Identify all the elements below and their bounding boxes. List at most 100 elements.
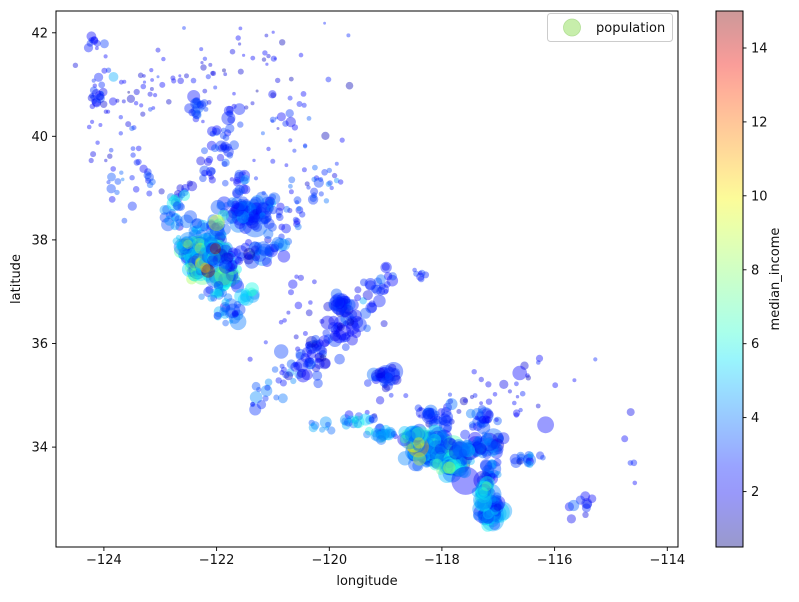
data-point <box>181 261 198 278</box>
data-point <box>250 401 255 407</box>
data-point <box>190 77 197 84</box>
colorbar-tick-label: 10 <box>751 189 768 204</box>
data-point <box>199 261 208 270</box>
data-point <box>436 444 448 456</box>
data-point <box>99 39 109 49</box>
data-point <box>425 430 437 441</box>
data-point <box>520 361 529 370</box>
data-point <box>373 294 386 308</box>
data-point <box>422 440 433 451</box>
data-point <box>191 235 205 249</box>
data-point <box>330 294 343 308</box>
data-point <box>250 205 262 216</box>
data-point <box>349 309 362 323</box>
data-point <box>220 252 233 265</box>
data-point <box>320 358 331 369</box>
y-axis-label: latitude <box>9 254 24 304</box>
data-point-yucca-valley-large <box>537 416 554 434</box>
data-point <box>203 251 213 262</box>
data-point <box>436 466 445 475</box>
data-point <box>229 276 243 290</box>
data-point <box>270 92 277 98</box>
data-point <box>458 467 469 478</box>
data-point <box>484 510 492 518</box>
data-point <box>427 437 443 452</box>
data-point <box>346 329 355 337</box>
data-point <box>214 264 227 277</box>
data-point <box>445 443 455 453</box>
data-point <box>425 438 441 453</box>
data-point <box>430 416 438 424</box>
data-point <box>224 129 232 137</box>
data-point <box>237 121 244 128</box>
data-point <box>388 363 397 372</box>
data-point <box>225 262 235 272</box>
data-point <box>94 72 104 82</box>
data-point <box>439 435 450 446</box>
data-point <box>455 447 464 457</box>
data-point <box>405 430 416 442</box>
data-point <box>246 214 254 222</box>
data-point <box>256 203 272 219</box>
data-point <box>149 87 154 91</box>
data-point <box>203 251 215 263</box>
data-point <box>419 439 431 452</box>
data-point <box>255 89 259 93</box>
data-point <box>480 435 487 442</box>
data-point <box>232 309 244 321</box>
data-point <box>288 183 293 189</box>
data-point <box>226 264 238 275</box>
data-point <box>191 225 202 235</box>
data-point <box>226 200 235 208</box>
data-point <box>278 233 285 240</box>
data-point <box>213 249 223 259</box>
data-point <box>416 272 425 281</box>
data-point <box>202 248 215 261</box>
data-point <box>493 504 501 512</box>
data-point <box>329 185 334 191</box>
data-point <box>182 239 192 249</box>
data-point <box>433 413 441 421</box>
data-point <box>426 437 435 446</box>
data-point <box>92 83 98 88</box>
data-point <box>217 270 235 287</box>
data-point <box>375 372 384 381</box>
data-point <box>229 48 236 55</box>
data-point <box>255 249 261 256</box>
data-point <box>150 78 155 82</box>
data-point <box>194 248 203 257</box>
data-point <box>415 448 427 460</box>
data-point <box>199 233 210 244</box>
data-point <box>311 192 318 199</box>
data-point <box>476 407 494 424</box>
data-point <box>233 176 241 185</box>
data-point <box>176 238 185 247</box>
data-point <box>432 448 442 458</box>
data-point <box>408 456 423 472</box>
data-point <box>413 436 422 445</box>
data-point <box>487 459 497 469</box>
data-point <box>406 443 417 454</box>
data-point <box>300 353 310 363</box>
data-point <box>483 438 492 446</box>
data-point <box>334 299 345 310</box>
data-point <box>264 206 271 213</box>
data-point <box>213 311 222 320</box>
data-point <box>346 321 360 335</box>
data-point <box>260 385 273 397</box>
data-point <box>218 271 230 283</box>
data-point <box>512 400 517 406</box>
colorbar-gradient <box>715 10 744 548</box>
data-point <box>301 102 307 108</box>
data-point <box>249 391 263 404</box>
data-point <box>288 76 294 82</box>
data-point <box>459 445 472 458</box>
data-point <box>470 439 480 449</box>
data-point <box>452 463 466 477</box>
data-point <box>225 209 240 224</box>
data-point <box>474 493 492 512</box>
data-point <box>474 480 495 501</box>
data-point <box>243 254 254 265</box>
data-point <box>199 165 210 176</box>
data-point <box>189 255 205 271</box>
